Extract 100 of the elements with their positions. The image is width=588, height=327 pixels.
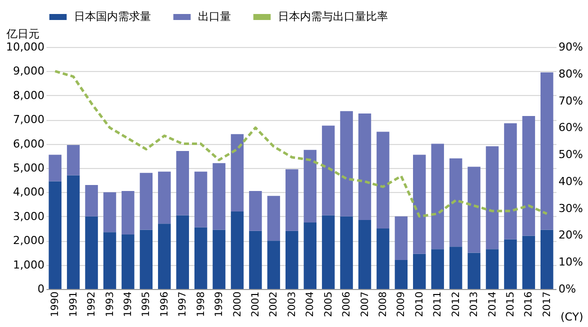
y2-tick-label: 60% [558, 121, 583, 134]
bar [468, 166, 480, 253]
bar [304, 150, 316, 222]
bar [449, 246, 462, 289]
bar [122, 190, 134, 235]
bar [249, 190, 262, 231]
bar [540, 72, 554, 230]
x-tick-label: 2001 [250, 292, 262, 317]
bar [85, 184, 98, 216]
bar [66, 145, 80, 176]
bar [486, 146, 499, 250]
bar [522, 116, 536, 236]
bar [48, 154, 62, 182]
y-tick-label: 5,000 [13, 162, 44, 174]
x-tick-label: 2015 [505, 292, 516, 317]
bar [176, 215, 189, 289]
y2-tick-label: 30% [558, 202, 583, 215]
bar [413, 254, 426, 289]
bar [176, 151, 189, 216]
x-tick-label: 2017 [542, 292, 553, 317]
bar [158, 172, 171, 224]
y2-tick-label: 90% [558, 40, 583, 54]
x-tick-label: 2014 [487, 292, 498, 317]
x-tick-label: 2005 [323, 292, 334, 317]
bar [48, 181, 62, 289]
legend-label: 日本内需与出口量比率 [278, 10, 388, 23]
bar [103, 232, 116, 289]
x-tick-label: 2016 [524, 292, 535, 317]
x-tick-label: 2007 [360, 292, 371, 317]
bar [486, 249, 499, 289]
x-tick-label: 2006 [342, 292, 353, 317]
y-tick-label: 4,000 [13, 186, 44, 199]
bar [540, 230, 554, 289]
y-tick-label: 9,000 [13, 64, 44, 78]
x-tick-label: 1994 [122, 292, 134, 317]
bar [286, 230, 298, 289]
bar [340, 111, 353, 216]
bar [431, 249, 444, 289]
bar [431, 144, 444, 250]
bar [212, 163, 226, 230]
y-tick-label: 3,000 [13, 210, 44, 223]
bar [66, 175, 80, 289]
bar [358, 114, 372, 220]
y2-tick-label: 80% [558, 67, 583, 80]
bar [504, 123, 517, 240]
y2-tick-label: 10% [558, 256, 583, 269]
x-tick-label: 2012 [450, 292, 462, 317]
x-tick-label: 2003 [286, 292, 298, 317]
x-tick-label: 1991 [68, 292, 80, 317]
x-tick-label: 1993 [104, 292, 116, 317]
bar [322, 215, 335, 289]
bar [340, 216, 353, 289]
y-tick-label: 0 [38, 282, 44, 296]
x-tick-label: 1997 [178, 292, 189, 317]
bar [212, 230, 226, 289]
bar [103, 192, 116, 232]
bar [140, 172, 153, 230]
y-tick-label: 7,000 [13, 113, 44, 126]
x-tick-label: 2008 [378, 292, 389, 317]
x-axis-title: (CY) [560, 310, 584, 324]
y-tick-label: 8,000 [13, 88, 44, 102]
x-tick-label: 2013 [469, 292, 480, 317]
bar [194, 172, 208, 228]
x-tick-label: 1995 [141, 292, 152, 317]
bar [158, 224, 171, 289]
x-tick-label: 1992 [86, 292, 98, 317]
legend-label: 日本国内需求量 [74, 10, 151, 23]
y-tick-label: 1,000 [13, 258, 44, 272]
x-tick-label: 2002 [268, 292, 280, 317]
x-tick-label: 2009 [396, 292, 408, 317]
y-tick-label: 6,000 [13, 137, 44, 150]
bar [286, 169, 298, 231]
y2-tick-label: 70% [558, 94, 583, 108]
y2-tick-label: 20% [558, 228, 583, 242]
bar [394, 260, 408, 289]
bar [230, 212, 244, 289]
bar [358, 220, 372, 289]
x-tick-label: 1998 [196, 292, 207, 317]
y2-tick-label: 50% [558, 148, 583, 162]
x-tick-label: 2000 [232, 292, 244, 317]
bar [267, 240, 280, 289]
x-tick-label: 1996 [159, 292, 170, 317]
x-tick-label: 2010 [414, 292, 426, 317]
bar [249, 230, 262, 289]
bar [140, 230, 153, 289]
line-series [54, 70, 548, 218]
x-tick-label: 1999 [214, 292, 226, 317]
bar [322, 126, 335, 216]
y2-tick-label: 40% [558, 174, 583, 188]
bar [194, 227, 208, 289]
y-tick-label: 10,000 [6, 40, 44, 54]
bar [85, 216, 98, 289]
bar [413, 154, 426, 254]
bar [504, 239, 517, 289]
y-axis-title: 亿日元 [6, 28, 40, 40]
bar [394, 216, 408, 260]
x-tick-label: 1990 [50, 292, 62, 317]
bar [122, 234, 134, 289]
bar [468, 252, 480, 289]
bar [267, 196, 280, 241]
